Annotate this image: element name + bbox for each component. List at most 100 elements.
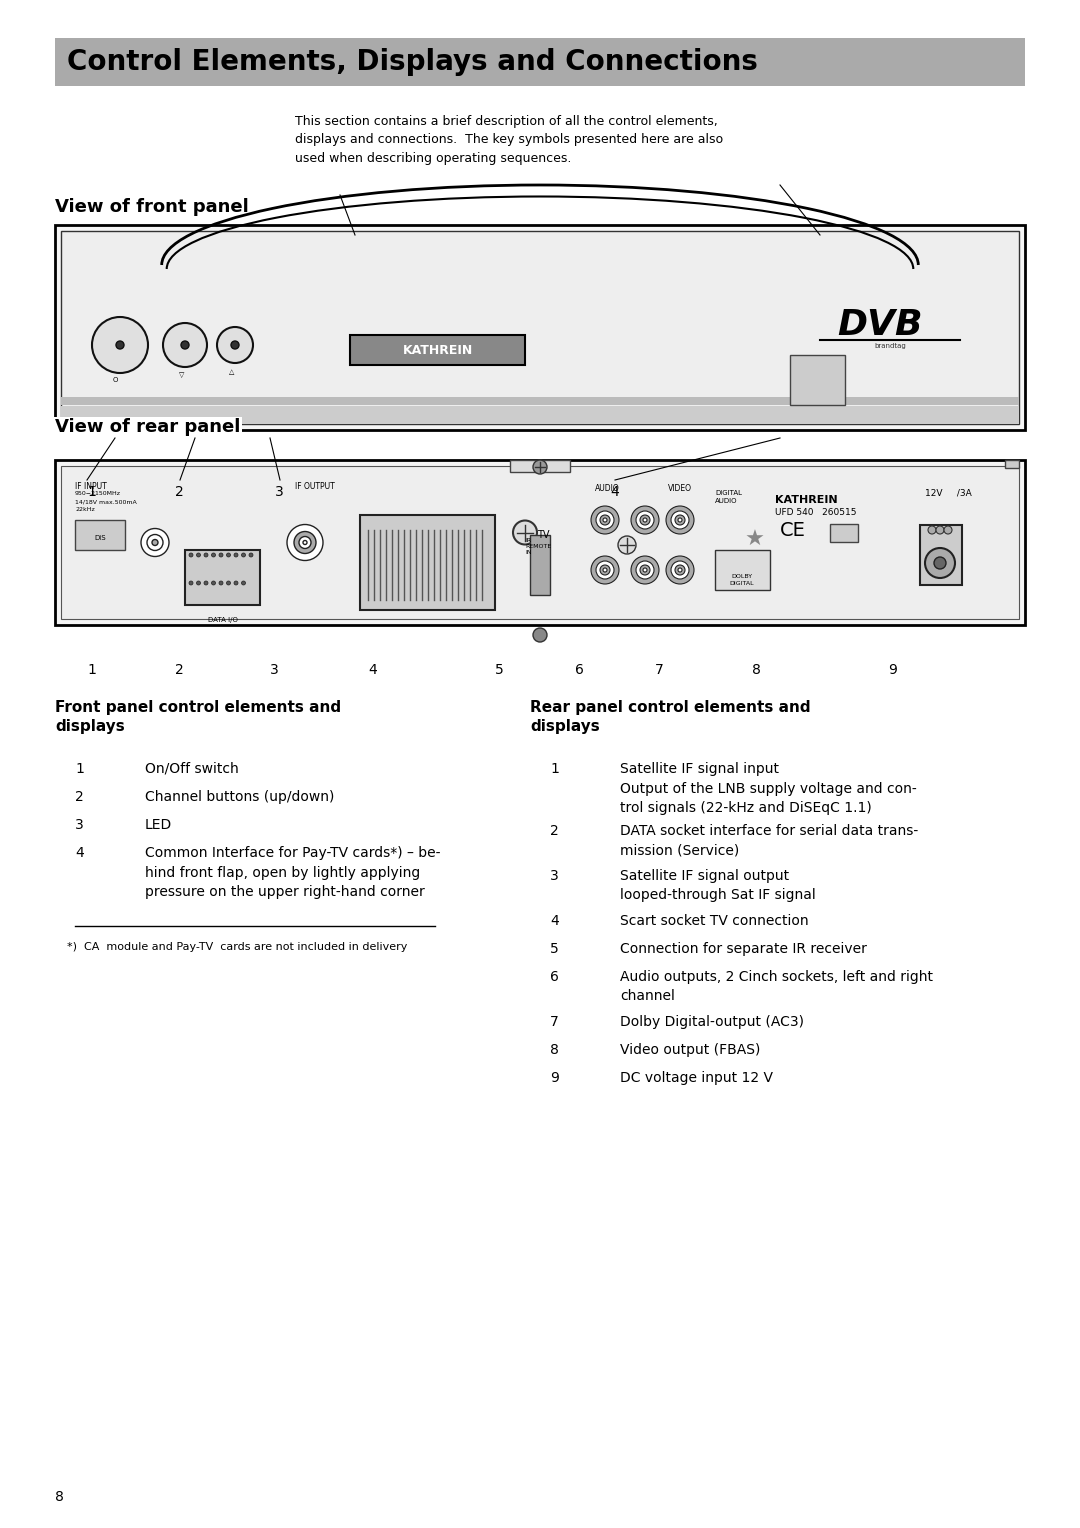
Circle shape [678, 568, 681, 571]
Text: Control Elements, Displays and Connections: Control Elements, Displays and Connectio… [67, 47, 758, 76]
Text: CE: CE [780, 521, 806, 539]
Circle shape [163, 322, 207, 367]
Text: brandtag: brandtag [874, 342, 906, 348]
Text: 8: 8 [55, 1490, 64, 1504]
Bar [60, 231, 1020, 423]
Circle shape [618, 536, 636, 555]
Circle shape [219, 553, 222, 558]
Circle shape [936, 526, 944, 533]
Circle shape [636, 561, 654, 579]
Bar [60, 466, 1020, 619]
Text: On/Off switch: On/Off switch [145, 762, 239, 776]
Circle shape [928, 526, 936, 533]
Bar [530, 535, 550, 594]
Text: Satellite IF signal input
Output of the LNB supply voltage and con-
trol signals: Satellite IF signal input Output of the … [620, 762, 917, 814]
Text: TV: TV [537, 530, 550, 539]
Text: 2: 2 [550, 824, 558, 837]
Circle shape [675, 565, 685, 575]
Circle shape [671, 561, 689, 579]
Circle shape [643, 568, 647, 571]
Bar [60, 397, 1020, 405]
Text: KATHREIN: KATHREIN [775, 495, 838, 504]
Text: O: O [112, 377, 118, 384]
Text: View of front panel: View of front panel [55, 199, 248, 215]
Text: 1: 1 [75, 762, 84, 776]
Circle shape [287, 524, 323, 561]
Circle shape [643, 518, 647, 523]
Text: IR
REMOTE
IN: IR REMOTE IN [525, 538, 551, 555]
Text: IF INPUT: IF INPUT [75, 481, 107, 490]
Circle shape [596, 510, 615, 529]
Bar [1005, 460, 1020, 468]
Text: DC voltage input 12 V: DC voltage input 12 V [620, 1071, 773, 1085]
Bar [360, 515, 495, 610]
Text: 4: 4 [550, 914, 558, 927]
Circle shape [204, 581, 208, 585]
Text: ★: ★ [745, 530, 765, 550]
Text: 7: 7 [654, 663, 664, 677]
Text: 6: 6 [550, 970, 558, 984]
Text: 5: 5 [550, 941, 558, 957]
Text: 950−2150MHz: 950−2150MHz [75, 490, 121, 497]
Text: DIGITAL: DIGITAL [715, 490, 742, 497]
Bar [715, 550, 770, 590]
Circle shape [631, 556, 659, 584]
Text: 4: 4 [75, 847, 84, 860]
Circle shape [600, 565, 610, 575]
Text: 1: 1 [87, 484, 96, 500]
Text: 6: 6 [575, 663, 584, 677]
Text: VIDEO: VIDEO [669, 484, 692, 494]
Text: DiS: DiS [94, 535, 106, 541]
Bar [55, 460, 1025, 625]
Text: LED: LED [145, 817, 172, 833]
Circle shape [600, 515, 610, 526]
Circle shape [231, 341, 239, 348]
Circle shape [666, 506, 694, 533]
Circle shape [227, 553, 230, 558]
Circle shape [189, 553, 193, 558]
Circle shape [603, 518, 607, 523]
Text: 8: 8 [550, 1044, 558, 1057]
Text: DVB: DVB [837, 309, 922, 342]
Text: Rear panel control elements and
displays: Rear panel control elements and displays [530, 700, 811, 733]
Text: 1: 1 [550, 762, 558, 776]
Circle shape [924, 549, 955, 578]
Text: IF OUTPUT: IF OUTPUT [295, 481, 335, 490]
Text: 9: 9 [888, 663, 896, 677]
Text: DOLBY: DOLBY [731, 575, 753, 579]
Circle shape [212, 553, 216, 558]
Circle shape [666, 556, 694, 584]
Text: AUDIO: AUDIO [595, 484, 620, 494]
Text: 2: 2 [75, 790, 84, 804]
Text: DATA I/O: DATA I/O [207, 617, 238, 623]
Text: KATHREIN: KATHREIN [403, 344, 473, 356]
Text: AUDIO: AUDIO [715, 498, 738, 504]
Text: UFD 540   260515: UFD 540 260515 [775, 507, 856, 516]
Bar [185, 550, 260, 605]
Text: 14/18V max.500mA: 14/18V max.500mA [75, 500, 137, 504]
Circle shape [152, 539, 158, 545]
Text: 1: 1 [87, 663, 96, 677]
Bar [920, 526, 962, 585]
Circle shape [944, 526, 951, 533]
Text: Front panel control elements and
displays: Front panel control elements and display… [55, 700, 341, 733]
Bar [55, 225, 1025, 429]
Circle shape [189, 581, 193, 585]
Text: △: △ [229, 368, 234, 374]
Text: 4: 4 [610, 484, 619, 500]
Text: 2: 2 [175, 484, 184, 500]
Circle shape [197, 581, 201, 585]
Text: View of rear panel: View of rear panel [55, 419, 241, 435]
Circle shape [212, 581, 216, 585]
Circle shape [219, 581, 222, 585]
Circle shape [147, 535, 163, 550]
Text: 3: 3 [270, 663, 279, 677]
Text: 12V     /3A: 12V /3A [924, 487, 972, 497]
Circle shape [204, 553, 208, 558]
Text: This section contains a brief description of all the control elements,
displays : This section contains a brief descriptio… [295, 115, 724, 165]
Text: 9: 9 [550, 1071, 558, 1085]
Text: DATA socket interface for serial data trans-
mission (Service): DATA socket interface for serial data tr… [620, 824, 918, 857]
Circle shape [249, 553, 253, 558]
Circle shape [596, 561, 615, 579]
Text: *)  CA  module and Pay-TV  cards are not included in delivery: *) CA module and Pay-TV cards are not in… [67, 941, 407, 952]
